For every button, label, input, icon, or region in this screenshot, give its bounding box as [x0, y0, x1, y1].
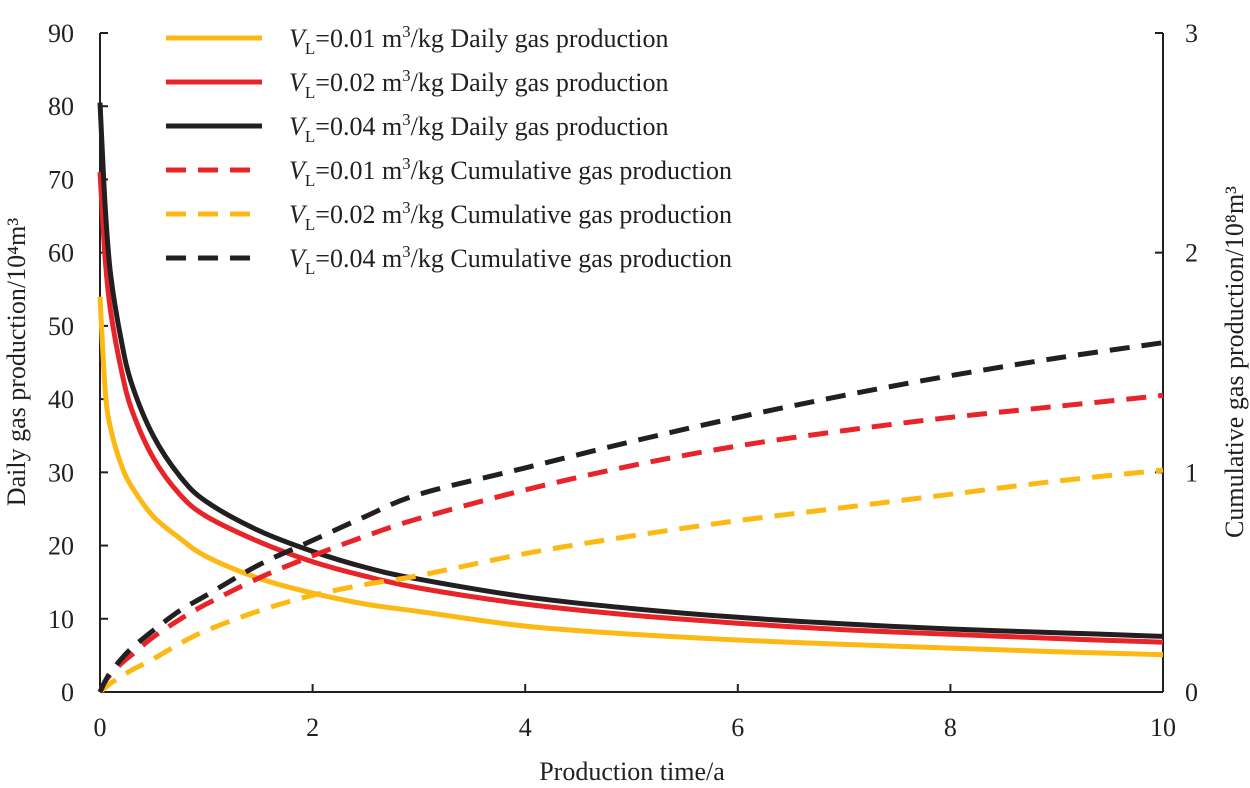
y-left-tick-label: 30 [48, 458, 74, 487]
y-left-tick-label: 20 [48, 532, 74, 561]
y-left-tick-label: 70 [48, 165, 74, 194]
y-left-tick-label: 10 [48, 605, 74, 634]
series-line-1 [97, 296, 1164, 658]
legend-item: VL=0.01 m3/kg Cumulative gas production [166, 154, 732, 190]
legend-item: VL=0.04 m3/kg Daily gas production [166, 110, 668, 146]
legend: VL=0.01 m3/kg Daily gas production VL=0.0… [166, 22, 732, 278]
y-left-tick-label: 80 [48, 92, 74, 121]
x-tick-label: 2 [306, 713, 319, 742]
y-left-tick-label: 40 [48, 385, 74, 414]
x-axis-title: Production time/a [539, 757, 725, 786]
legend-label: VL=0.02 m3/kg Cumulative gas production [289, 198, 732, 234]
y-left-tick-label: 50 [48, 312, 74, 341]
legend-label: VL=0.02 m3/kg Daily gas production [289, 66, 668, 102]
legend-label: VL=0.04 m3/kg Cumulative gas production [289, 242, 732, 278]
x-tick-label: 0 [94, 713, 107, 742]
legend-item: VL=0.02 m3/kg Cumulative gas production [166, 198, 732, 234]
legend-item: VL=0.01 m3/kg Daily gas production [166, 22, 668, 58]
y-axis-right-title: Cumulative gas production/10⁸m³ [1220, 186, 1249, 538]
x-tick-label: 10 [1150, 713, 1176, 742]
legend-label: VL=0.01 m3/kg Cumulative gas production [289, 154, 732, 190]
y-left-tick-label: 60 [48, 239, 74, 268]
y-right-tick-label: 1 [1185, 458, 1198, 487]
x-tick-label: 6 [731, 713, 744, 742]
y-right-tick-label: 2 [1185, 239, 1198, 268]
y-left-tick-label: 0 [61, 678, 74, 707]
x-tick-label: 8 [944, 713, 957, 742]
series-line-5 [98, 467, 1164, 694]
legend-item: VL=0.04 m3/kg Cumulative gas production [166, 242, 732, 278]
x-tick-label: 4 [519, 713, 532, 742]
ticks: 0 2 4 6 8 10 0 10 20 30 40 50 60 70 80 90 0 1 2 3 [48, 19, 1198, 742]
series-line-2 [97, 171, 1164, 645]
y-axis-left-title: Daily gas production/10⁴m³ [2, 218, 31, 507]
series-line-4 [97, 392, 1164, 694]
legend-label: VL=0.04 m3/kg Daily gas production [289, 110, 668, 146]
y-right-tick-label: 3 [1185, 19, 1198, 48]
series-layer [97, 102, 1164, 694]
legend-label: VL=0.01 m3/kg Daily gas production [289, 22, 668, 58]
legend-item: VL=0.02 m3/kg Daily gas production [166, 66, 668, 102]
y-right-tick-label: 0 [1185, 678, 1198, 707]
y-left-tick-label: 90 [48, 19, 74, 48]
series-line-6 [97, 340, 1164, 694]
series-line-3 [97, 102, 1164, 639]
